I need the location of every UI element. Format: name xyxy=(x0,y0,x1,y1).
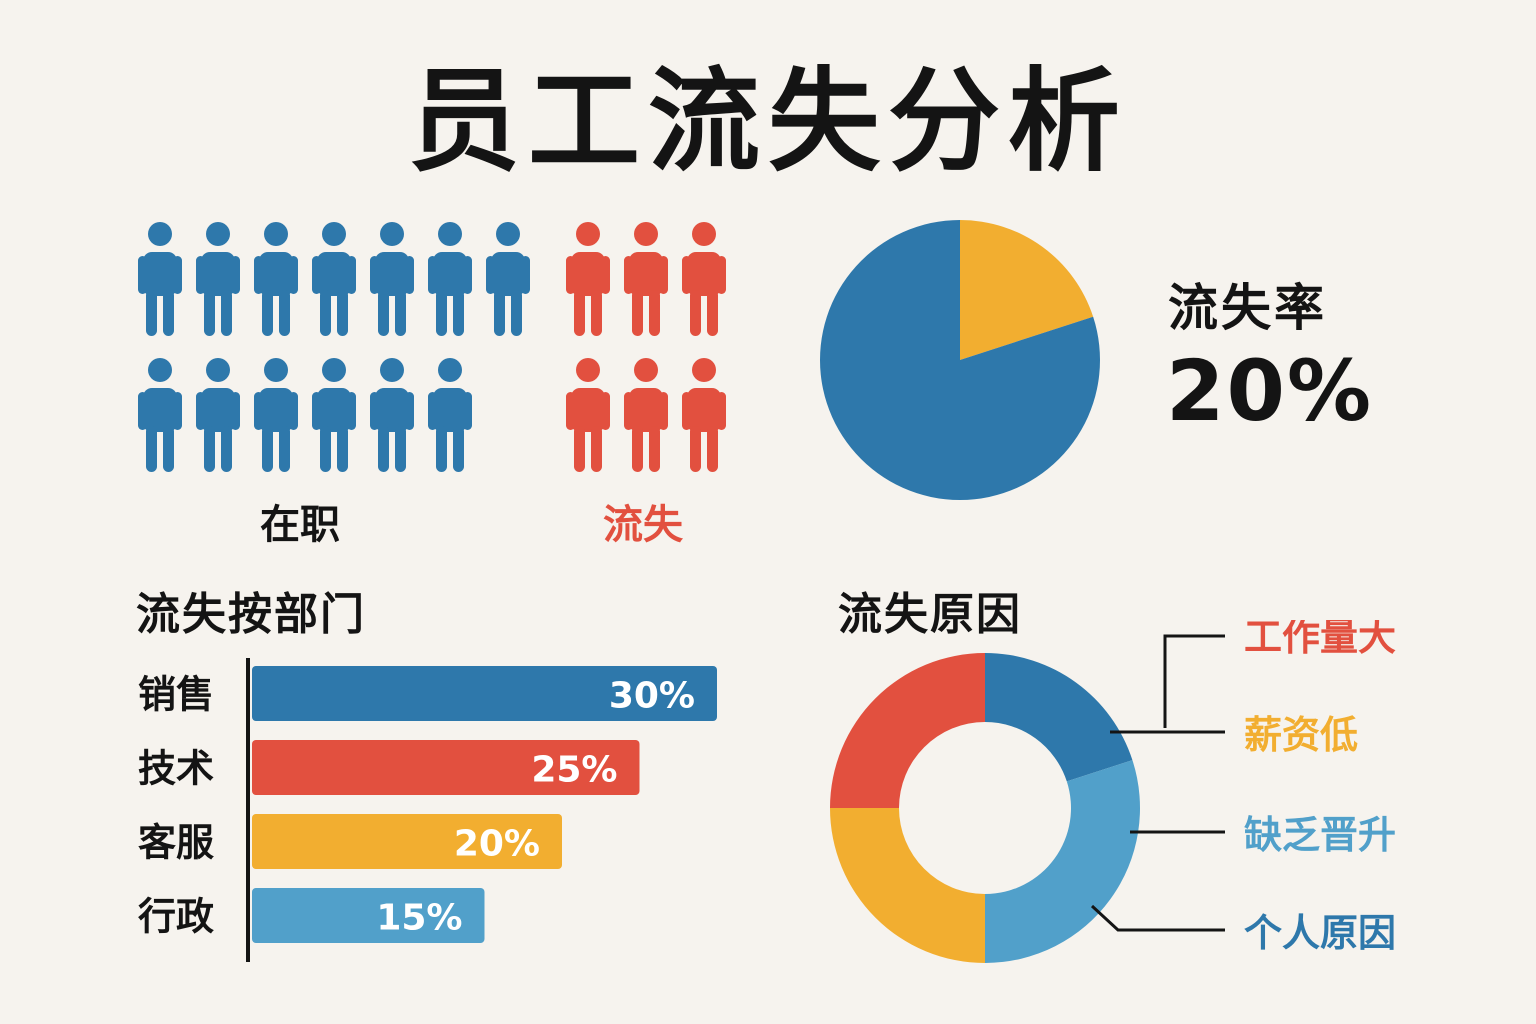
department-bar xyxy=(252,888,485,943)
person-icon-retained xyxy=(254,222,298,336)
department-bar xyxy=(252,814,562,869)
reason-section-title: 流失原因 xyxy=(838,589,1022,640)
department-label: 客服 xyxy=(138,821,214,865)
pie-slice xyxy=(960,220,1094,360)
person-icon-retained xyxy=(370,358,414,472)
donut-segment xyxy=(985,760,1140,963)
person-icon-retained xyxy=(254,358,298,472)
reason-legend-label: 薪资低 xyxy=(1244,713,1358,757)
donut-segment xyxy=(830,653,985,808)
department-value-label: 15% xyxy=(376,898,462,939)
person-icon-retained xyxy=(312,358,356,472)
department-label: 技术 xyxy=(138,747,214,791)
leader-line xyxy=(1163,634,1225,728)
person-icon-lost xyxy=(682,222,726,336)
reason-legend-label: 工作量大 xyxy=(1244,620,1396,659)
lost-label: 流失 xyxy=(603,502,683,548)
person-icon-lost xyxy=(624,222,668,336)
page-title: 员工流失分析 xyxy=(408,57,1128,187)
pie-slice xyxy=(820,220,1100,500)
person-icon-retained xyxy=(138,222,182,336)
donut-segment xyxy=(985,653,1133,782)
person-icon-lost xyxy=(566,222,610,336)
person-icon-retained xyxy=(428,222,472,336)
person-icon-retained xyxy=(196,222,240,336)
reason-legend-label: 缺乏晋升 xyxy=(1244,813,1396,857)
donut-segment xyxy=(830,808,985,963)
person-icon-lost xyxy=(682,358,726,472)
department-value-label: 30% xyxy=(609,676,695,717)
department-label: 销售 xyxy=(138,673,214,717)
person-icon-retained xyxy=(486,222,530,336)
turnover-rate-value: 20% xyxy=(1166,342,1374,440)
department-value-label: 25% xyxy=(531,750,617,791)
person-icon-retained xyxy=(312,222,356,336)
department-bar-chart: 销售 30% 技术 25% 客服 20% 行政 15% xyxy=(138,658,717,962)
reason-legend-label: 个人原因 xyxy=(1244,911,1396,955)
person-icon-retained xyxy=(370,222,414,336)
department-section-title: 流失按部门 xyxy=(136,589,366,640)
turnover-rate-label: 流失率 xyxy=(1168,279,1327,337)
person-icon-lost xyxy=(566,358,610,472)
person-icon-lost xyxy=(624,358,668,472)
person-icon-retained xyxy=(196,358,240,472)
retained-label: 在职 xyxy=(260,502,340,548)
department-label: 行政 xyxy=(138,895,214,939)
department-bar xyxy=(252,666,717,721)
person-icon-retained xyxy=(428,358,472,472)
department-bar xyxy=(252,740,640,795)
leader-line xyxy=(1090,904,1225,932)
department-value-label: 20% xyxy=(454,824,540,865)
person-icon-retained xyxy=(138,358,182,472)
turnover-pie-chart xyxy=(820,220,1100,500)
headcount-pictogram xyxy=(138,222,726,472)
